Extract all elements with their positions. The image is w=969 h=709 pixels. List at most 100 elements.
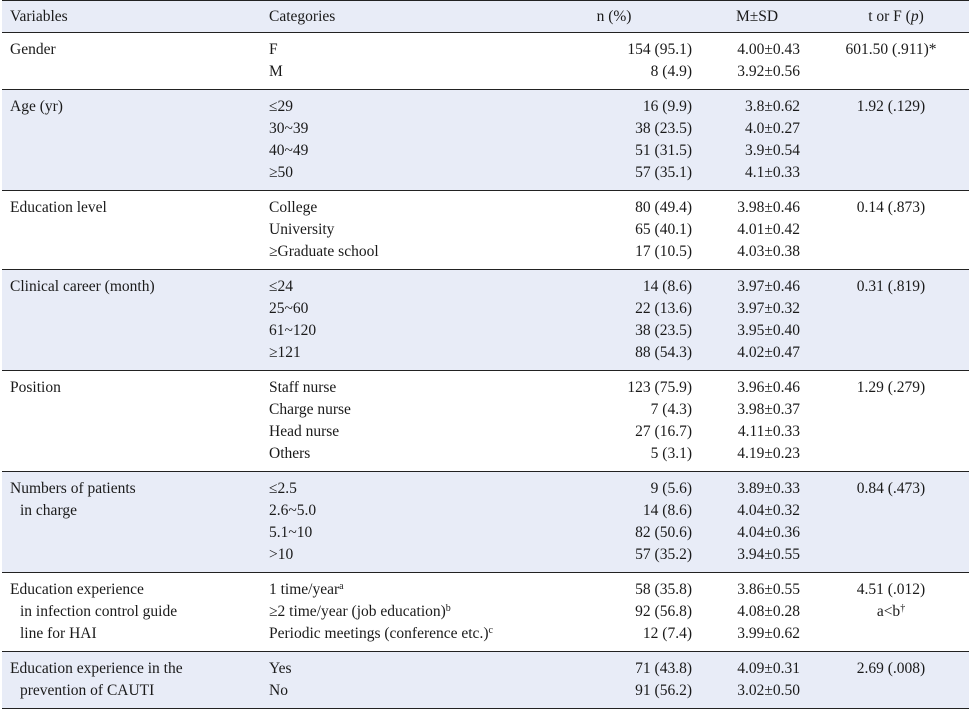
variable-label: Age (yr): [10, 98, 63, 115]
footnote-marker: b: [445, 603, 451, 614]
mean-sd-value: 3.99±0.62: [737, 625, 800, 642]
test-statistic: 2.69 (.008): [856, 660, 926, 677]
mean-sd-value: 4.03±0.38: [737, 243, 800, 260]
category-label: 30~39: [269, 120, 309, 137]
test-statistic: 0.84 (.473): [856, 480, 926, 497]
variable-label: in charge: [20, 502, 77, 519]
category-label: >10: [269, 546, 294, 563]
category-label: Head nurse: [269, 423, 340, 440]
table-row: ≥Graduate school 17 (10.5) 4.03±0.38: [2, 241, 969, 263]
variable-label: prevention of CAUTI: [20, 682, 155, 699]
table-row-group: Education experience 1 time/yeara 58 (35.8…: [2, 573, 969, 652]
mean-sd-value: 3.9±0.54: [744, 142, 800, 159]
mean-sd-value: 4.1±0.33: [744, 164, 800, 181]
category-label: College: [269, 199, 318, 216]
footnote-marker: †: [900, 603, 906, 614]
mean-sd-value: 4.02±0.47: [737, 344, 800, 361]
category-label: ≤2.5: [269, 480, 297, 497]
category-label: 25~60: [269, 300, 309, 317]
mean-sd-value: 3.86±0.55: [737, 581, 800, 598]
table-row: 30~39 38 (23.5) 4.0±0.27: [2, 118, 969, 140]
mean-sd-value: 4.0±0.27: [744, 120, 800, 137]
test-statistic: 0.14 (.873): [856, 199, 926, 216]
mean-sd-value: 4.00±0.43: [737, 41, 800, 58]
category-label: ≥121: [269, 344, 301, 361]
mean-sd-value: 3.96±0.46: [737, 379, 800, 396]
table-row: 40~49 51 (31.5) 3.9±0.54: [2, 140, 969, 162]
category-label: ≥Graduate school: [269, 243, 379, 260]
header-categories: Categories: [269, 8, 336, 25]
test-statistic: a<b†: [876, 603, 906, 620]
variable-label: Education experience: [10, 581, 144, 598]
mean-sd-value: 3.98±0.46: [737, 199, 800, 216]
mean-sd-value: 3.94±0.55: [737, 546, 800, 563]
mean-sd-value: 3.8±0.62: [744, 98, 800, 115]
test-statistic: 601.50 (.911)*: [845, 41, 937, 58]
category-label: University: [269, 221, 335, 238]
n-percent-value: 82 (50.6): [635, 524, 692, 541]
table-row: Others 5 (3.1) 4.19±0.23: [2, 443, 969, 465]
mean-sd-value: 3.92±0.56: [737, 63, 800, 80]
category-label: ≥2 time/year (job education)b: [269, 603, 451, 620]
n-percent-value: 22 (13.6): [635, 300, 692, 317]
n-percent-value: 38 (23.5): [635, 322, 692, 339]
n-percent-value: 58 (35.8): [635, 581, 692, 598]
n-percent-value: 7 (4.3): [650, 401, 692, 418]
n-percent-value: 71 (43.8): [635, 660, 692, 677]
variable-label: Education experience in the: [10, 660, 183, 677]
mean-sd-value: 4.08±0.28: [737, 603, 800, 620]
category-label: M: [269, 63, 283, 80]
header-n-percent: n (%): [596, 8, 632, 25]
n-percent-value: 154 (95.1): [627, 41, 692, 58]
mean-sd-value: 4.04±0.32: [737, 502, 800, 519]
n-percent-value: 8 (4.9): [650, 63, 692, 80]
category-label: 1 time/yeara: [269, 581, 344, 598]
variable-label: Numbers of patients: [10, 480, 136, 497]
mean-sd-value: 4.11±0.33: [737, 423, 800, 440]
category-label: Staff nurse: [269, 379, 337, 396]
mean-sd-value: 3.97±0.32: [737, 300, 800, 317]
table-row: line for HAI Periodic meetings (conferenc…: [2, 623, 969, 645]
category-label: ≥50: [269, 164, 294, 181]
mean-sd-value: 4.01±0.42: [737, 221, 800, 238]
table-row-group: Education level College 80 (49.4) 3.98±0.46…: [2, 191, 969, 270]
category-label: ≤29: [269, 98, 294, 115]
n-percent-value: 14 (8.6): [642, 278, 692, 295]
header-t-or-f: t or F (p): [868, 8, 924, 25]
table-row: in charge 2.6~5.0 14 (8.6) 4.04±0.32: [2, 500, 969, 522]
table-row: ≥121 88 (54.3) 4.02±0.47: [2, 342, 969, 364]
n-percent-value: 80 (49.4): [635, 199, 692, 216]
variable-label: Education level: [10, 199, 107, 216]
n-percent-value: 51 (31.5): [635, 142, 692, 159]
table-row: Position Staff nurse 123 (75.9) 3.96±0.46 1.…: [2, 377, 969, 399]
variable-label: line for HAI: [20, 625, 97, 642]
table-row-group: Numbers of patients ≤2.5 9 (5.6) 3.89±0.33 0…: [2, 472, 969, 573]
mean-sd-value: 3.95±0.40: [737, 322, 800, 339]
table-row: Education level College 80 (49.4) 3.98±0.46…: [2, 197, 969, 219]
table-row: Charge nurse 7 (4.3) 3.98±0.37: [2, 399, 969, 421]
table-row-group: Clinical career (month) ≤24 14 (8.6) 3.97±0…: [2, 270, 969, 371]
n-percent-value: 14 (8.6): [642, 502, 692, 519]
category-label: Periodic meetings (conference etc.)c: [269, 625, 493, 642]
n-percent-value: 27 (16.7): [635, 423, 692, 440]
table-body: Gender F 154 (95.1) 4.00±0.43 601.50 (.911)*…: [2, 33, 969, 709]
variable-label: in infection control guide: [20, 603, 178, 620]
table-row: Age (yr) ≤29 16 (9.9) 3.8±0.62 1.92 (.129): [2, 96, 969, 118]
category-label: Others: [269, 445, 311, 462]
category-label: 2.6~5.0: [269, 502, 317, 519]
n-percent-value: 123 (75.9): [627, 379, 692, 396]
test-statistic: 1.92 (.129): [856, 98, 926, 115]
mean-sd-value: 3.98±0.37: [737, 401, 800, 418]
variable-label: Gender: [10, 41, 56, 58]
table-row: 61~120 38 (23.5) 3.95±0.40: [2, 320, 969, 342]
category-label: ≤24: [269, 278, 294, 295]
variable-label: Clinical career (month): [10, 278, 155, 295]
n-percent-value: 12 (7.4): [642, 625, 692, 642]
variable-label: Position: [10, 379, 61, 396]
test-statistic: 1.29 (.279): [856, 379, 926, 396]
mean-sd-value: 3.02±0.50: [737, 682, 800, 699]
table-row: Gender F 154 (95.1) 4.00±0.43 601.50 (.911)*: [2, 39, 969, 61]
mean-sd-value: 4.04±0.36: [737, 524, 800, 541]
n-percent-value: 9 (5.6): [650, 480, 692, 497]
header-mean-sd: M±SD: [735, 8, 779, 25]
